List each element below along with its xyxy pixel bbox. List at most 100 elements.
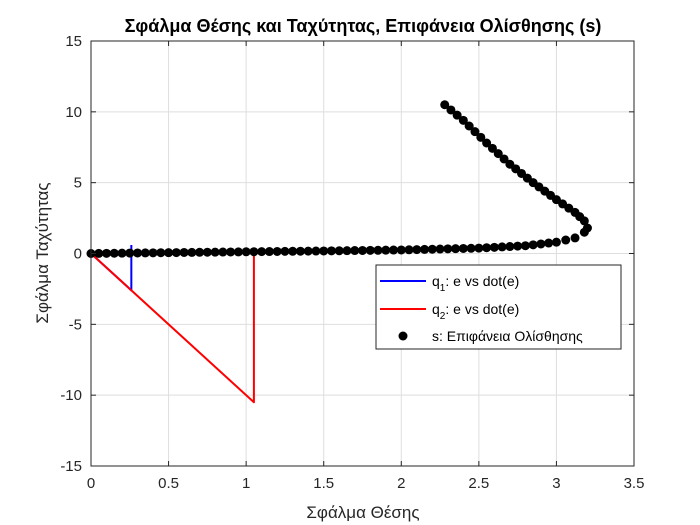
sliding-surface-marker (226, 247, 236, 257)
sliding-surface-marker (334, 246, 344, 256)
sliding-surface-marker (551, 237, 561, 247)
legend-q2-rest: : e vs dot(e) (445, 301, 519, 317)
sliding-surface-marker (319, 246, 329, 256)
sliding-surface-marker (241, 247, 251, 257)
sliding-surface-marker (470, 127, 480, 137)
sliding-surface-marker (148, 248, 158, 258)
series-markers (86, 100, 592, 258)
sliding-surface-marker (446, 105, 456, 115)
legend-label-q2: q2: e vs dot(e) (432, 301, 519, 322)
sliding-surface-marker (358, 245, 367, 255)
sliding-surface-marker (373, 245, 383, 255)
y-tick-label: 15 (65, 33, 82, 50)
sliding-surface-marker (570, 233, 580, 243)
sliding-surface-marker (464, 121, 474, 131)
y-tick-label: 0 (74, 246, 82, 263)
sliding-surface-marker (257, 247, 267, 257)
x-axis-label: Σφάλμα Θέσης (306, 503, 419, 522)
sliding-surface-marker (458, 243, 468, 253)
sliding-surface-marker (544, 238, 554, 248)
sliding-surface-marker (140, 248, 150, 258)
sliding-surface-marker (342, 246, 352, 256)
sliding-surface-marker (280, 246, 290, 256)
sliding-surface-marker (117, 248, 127, 258)
sliding-surface-marker (156, 248, 166, 258)
sliding-surface-marker (561, 235, 571, 245)
sliding-surface-marker (536, 239, 546, 249)
legend-label-s: s: Επιφάνεια Ολίσθησης (432, 328, 583, 344)
sliding-surface-marker (210, 247, 220, 257)
sliding-surface-marker (493, 149, 503, 159)
sliding-surface-marker (474, 243, 484, 253)
chart-title: Σφάλμα Θέσης και Ταχύτητας, Επιφάνεια Ολ… (125, 16, 602, 36)
sliding-surface-marker (520, 241, 530, 251)
sliding-surface-marker (264, 247, 274, 257)
sliding-surface-marker (499, 154, 509, 164)
y-tick-label: 5 (74, 175, 82, 192)
sliding-surface-marker (513, 241, 523, 251)
sliding-surface-marker (458, 115, 468, 125)
x-tick-label: 3.5 (624, 475, 645, 492)
sliding-surface-marker (404, 245, 414, 255)
legend-q1-rest: : e vs dot(e) (445, 273, 519, 289)
sliding-surface-marker (187, 247, 197, 257)
sliding-surface-marker (412, 245, 422, 255)
y-tick-label: 10 (65, 104, 82, 121)
sliding-surface-marker (249, 247, 259, 257)
legend-box (375, 264, 622, 350)
sliding-surface-marker (311, 246, 321, 256)
sliding-surface-marker (528, 240, 538, 250)
sliding-surface-marker (164, 248, 174, 258)
sliding-surface-marker (497, 242, 507, 252)
legend-q2-main: q (432, 301, 440, 317)
sliding-surface-marker (440, 100, 450, 110)
sliding-surface-marker (171, 248, 181, 258)
legend-q2-sub: 2 (440, 311, 446, 322)
sliding-surface-marker (466, 243, 476, 253)
sliding-surface-marker (202, 247, 212, 257)
sliding-surface-marker (350, 246, 360, 256)
x-tick-label: 3 (552, 475, 560, 492)
x-tick-label: 0 (87, 475, 95, 492)
sliding-surface-marker (288, 246, 298, 256)
series-line-1 (90, 252, 255, 404)
sliding-surface-marker (295, 246, 305, 256)
sliding-surface-marker (326, 246, 336, 256)
sliding-surface-marker (233, 247, 243, 257)
y-axis-label: Σφάλμα Ταχύτητας (33, 182, 52, 323)
sliding-surface-marker (125, 248, 135, 258)
sliding-surface-marker (489, 242, 499, 252)
sliding-surface-marker (303, 246, 313, 256)
sliding-surface-marker (482, 243, 492, 253)
sliding-surface-marker (582, 223, 592, 233)
x-tick-label: 2 (397, 475, 405, 492)
legend-q1-main: q (432, 273, 440, 289)
sliding-surface-marker (396, 245, 406, 255)
axis-ticks: 0 0.5 1 1.5 2 2.5 3 3.5 -15 -10 -5 0 5 10 15 (60, 33, 644, 492)
sliding-surface-marker (365, 245, 375, 255)
legend: q1: e vs dot(e) q2: e vs dot(e) s: Επιφά… (375, 264, 622, 350)
sliding-surface-marker (381, 245, 391, 255)
sliding-surface-marker (195, 247, 205, 257)
y-tick-label: -5 (69, 316, 82, 333)
sliding-surface-marker (272, 246, 282, 256)
sliding-surface-marker (179, 247, 189, 257)
sliding-surface-marker (476, 132, 486, 142)
sliding-surface-marker (505, 242, 515, 252)
x-tick-label: 1 (242, 475, 250, 492)
sliding-surface-marker (505, 159, 515, 169)
sliding-surface-marker (452, 110, 462, 120)
sliding-surface-marker (427, 244, 437, 254)
sliding-surface-marker (102, 248, 112, 258)
sliding-surface-marker (109, 248, 119, 258)
sliding-surface-marker (487, 143, 497, 153)
x-tick-label: 2.5 (468, 475, 489, 492)
sliding-surface-marker (451, 244, 461, 254)
series-lines (90, 245, 255, 404)
legend-swatch-s (398, 331, 408, 341)
sliding-surface-marker (420, 244, 430, 254)
sliding-surface-marker (218, 247, 228, 257)
y-tick-label: -10 (60, 387, 82, 404)
